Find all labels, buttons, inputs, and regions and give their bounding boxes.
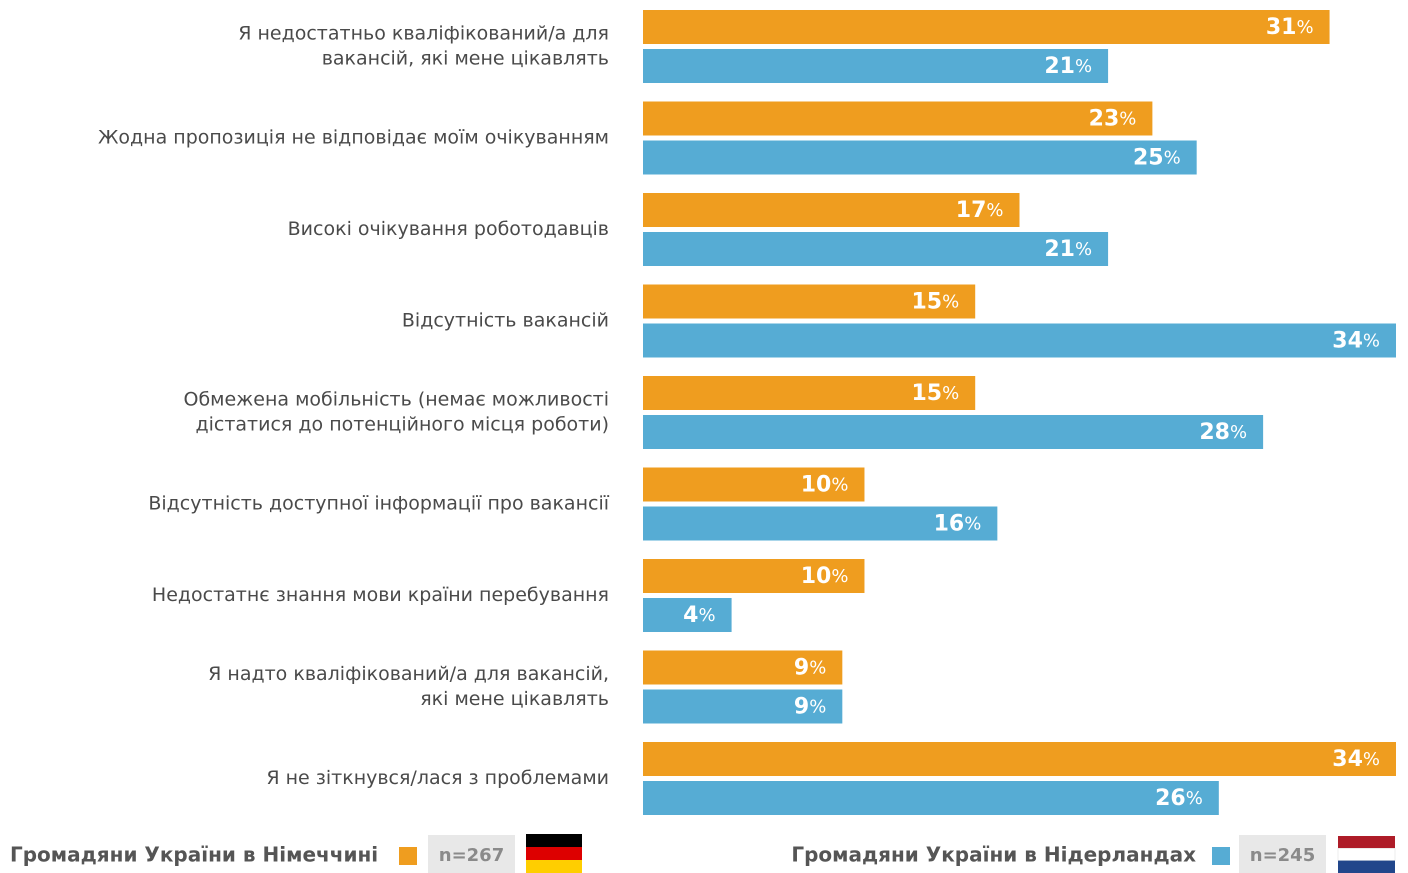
legend-swatch xyxy=(399,847,417,865)
bar xyxy=(643,742,1396,776)
legend-label: Громадяни України в Німеччині xyxy=(10,843,378,867)
value-label: 15% xyxy=(911,381,959,406)
bar xyxy=(643,232,1109,266)
value-label: 10% xyxy=(801,564,849,589)
category-label: Недостатнє знання мови країни перебуванн… xyxy=(152,584,609,606)
n-box xyxy=(1239,835,1326,873)
bar xyxy=(643,10,1330,44)
sample-size: n=267 xyxy=(439,845,504,866)
bar xyxy=(643,101,1153,136)
legend-label: Громадяни України в Нідерландах xyxy=(791,843,1196,867)
value-label: 9% xyxy=(794,656,826,681)
bar xyxy=(643,467,865,502)
value-label: 17% xyxy=(956,198,1004,223)
legend-swatch xyxy=(1212,847,1230,865)
bar xyxy=(643,284,976,319)
category-label: Обмежена мобільність (немає можливості ді… xyxy=(183,388,609,435)
bar xyxy=(643,598,732,632)
value-label: 31% xyxy=(1266,15,1314,40)
flag-netherlands xyxy=(1337,836,1396,873)
sample-size: n=245 xyxy=(1250,845,1315,866)
value-label: 23% xyxy=(1089,107,1137,132)
category-label: Високі очікування роботодавців xyxy=(288,218,609,240)
category-label: Відсутність вакансій xyxy=(402,309,609,331)
category-label: Я недостатньо кваліфікований/а для ваканс… xyxy=(238,22,609,69)
bar xyxy=(643,506,998,541)
value-label: 9% xyxy=(794,695,826,720)
value-label: 10% xyxy=(801,473,849,498)
value-label: 34% xyxy=(1332,329,1380,354)
value-label: 4% xyxy=(683,603,715,628)
value-label: 15% xyxy=(911,290,959,315)
bar xyxy=(643,781,1219,815)
value-label: 34% xyxy=(1332,747,1380,772)
category-label: Жодна пропозиція не відповідає моїм очік… xyxy=(98,126,609,148)
bar xyxy=(643,415,1264,449)
value-label: 16% xyxy=(934,512,982,537)
bar xyxy=(643,323,1396,358)
bar xyxy=(643,140,1197,175)
category-label: Я надто кваліфікований/а для вакансій, як… xyxy=(208,663,609,710)
value-label: 25% xyxy=(1133,146,1181,171)
flag-germany xyxy=(526,834,582,873)
bar xyxy=(643,193,1020,227)
category-label: Я не зіткнувся/лася з проблемами xyxy=(266,767,609,789)
bar xyxy=(643,376,976,410)
value-label: 21% xyxy=(1044,54,1092,79)
category-label: Відсутність доступної інформації про вак… xyxy=(148,492,609,514)
bar xyxy=(643,559,865,593)
bar xyxy=(643,650,843,685)
value-label: 26% xyxy=(1155,786,1203,811)
bar xyxy=(643,689,843,724)
value-label: 28% xyxy=(1199,420,1247,445)
value-label: 21% xyxy=(1044,237,1092,262)
bar xyxy=(643,49,1109,83)
n-box xyxy=(428,835,515,873)
